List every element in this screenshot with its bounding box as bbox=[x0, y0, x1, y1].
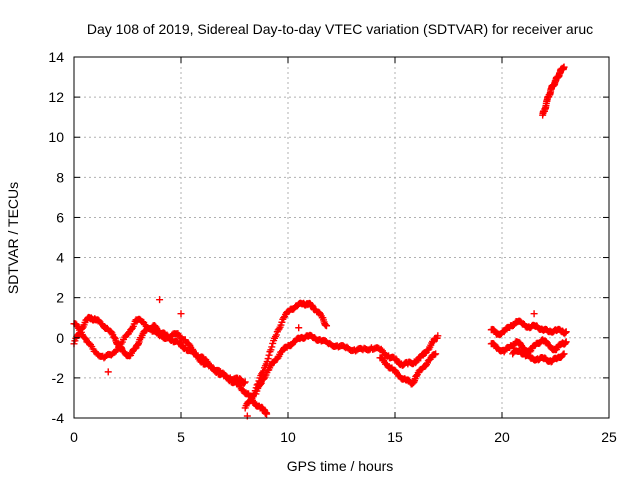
data-point bbox=[530, 310, 538, 318]
data-point-interp bbox=[271, 333, 279, 341]
data-point-interp bbox=[260, 367, 268, 375]
data-point-interp bbox=[272, 331, 280, 339]
data-point-interp bbox=[257, 379, 265, 387]
x-axis-label: GPS time / hours bbox=[287, 458, 394, 474]
data-point bbox=[295, 324, 303, 332]
data-point bbox=[263, 410, 271, 418]
x-tick-label: 15 bbox=[387, 429, 403, 445]
data-point bbox=[560, 350, 568, 358]
x-tick-label: 5 bbox=[177, 429, 185, 445]
data-point bbox=[432, 350, 440, 358]
y-axis-ticks: -4 -2 0 2 4 6 8 10 12 14 bbox=[48, 49, 609, 426]
y-tick-label: 12 bbox=[48, 89, 64, 105]
data-point-interp bbox=[256, 380, 264, 388]
data-point bbox=[560, 63, 568, 71]
data-point-interp bbox=[264, 355, 272, 363]
x-axis-ticks: 0 5 10 15 20 25 bbox=[70, 57, 617, 445]
data-point bbox=[241, 378, 249, 386]
plot-frame bbox=[73, 56, 610, 419]
data-point bbox=[562, 338, 570, 346]
y-tick-label: 2 bbox=[56, 290, 64, 306]
grid-lines bbox=[74, 57, 609, 418]
data-point bbox=[323, 322, 331, 330]
data-markers bbox=[70, 63, 570, 420]
data-point-interp bbox=[431, 351, 439, 359]
data-point bbox=[434, 332, 442, 340]
y-tick-label: 14 bbox=[48, 49, 64, 65]
data-point-interp bbox=[81, 334, 89, 342]
data-point-interp bbox=[275, 325, 283, 333]
x-tick-label: 10 bbox=[280, 429, 296, 445]
y-tick-label: -4 bbox=[52, 410, 65, 426]
y-tick-label: 8 bbox=[56, 169, 64, 185]
x-tick-label: 20 bbox=[494, 429, 510, 445]
y-axis-label: SDTVAR / TECUs bbox=[5, 182, 21, 294]
y-tick-label: -2 bbox=[52, 370, 65, 386]
y-tick-label: 4 bbox=[56, 250, 64, 266]
data-point-interp bbox=[240, 379, 248, 387]
data-point-interp bbox=[265, 351, 273, 359]
data-point bbox=[177, 310, 185, 318]
y-tick-label: 6 bbox=[56, 209, 64, 225]
x-tick-label: 25 bbox=[601, 429, 617, 445]
chart-title: Day 108 of 2019, Sidereal Day-to-day VTE… bbox=[87, 21, 593, 37]
x-tick-label: 0 bbox=[70, 429, 78, 445]
data-point bbox=[104, 368, 112, 376]
data-point-interp bbox=[274, 354, 282, 362]
y-tick-label: 0 bbox=[56, 330, 64, 346]
data-point-interp bbox=[268, 343, 276, 351]
y-tick-label: 10 bbox=[48, 129, 64, 145]
data-point bbox=[156, 296, 164, 304]
data-point bbox=[562, 328, 570, 336]
